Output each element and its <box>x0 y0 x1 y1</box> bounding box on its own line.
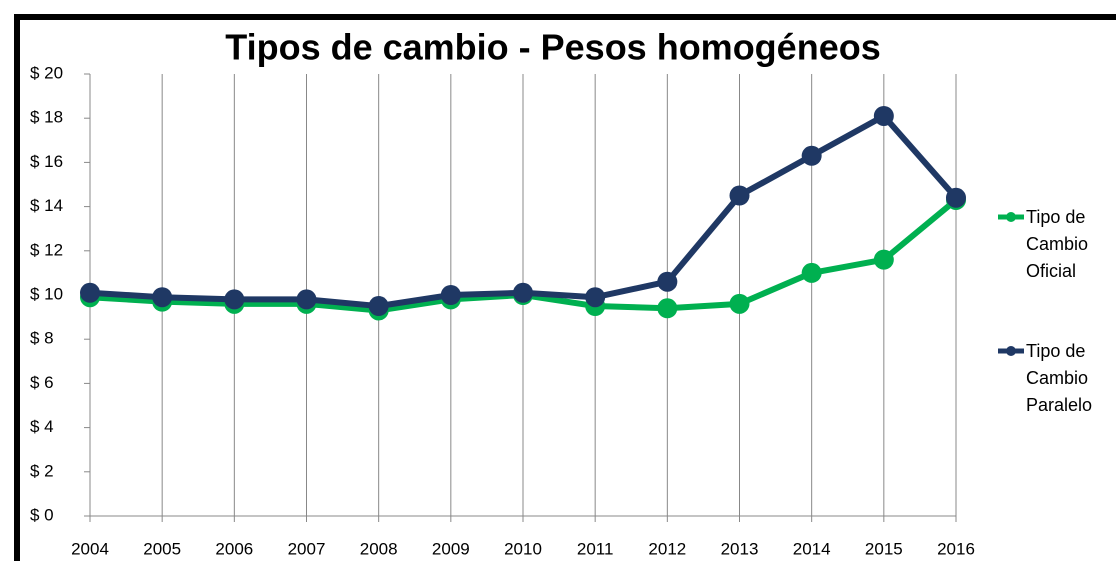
y-tick-label: $ 16 <box>30 152 63 171</box>
series-marker <box>801 145 822 166</box>
series-marker <box>729 293 750 314</box>
y-tick-label: $ 2 <box>30 461 54 480</box>
x-tick-label: 2008 <box>360 539 398 558</box>
legend-label: Tipo de Cambio Oficial <box>1026 207 1089 281</box>
series-marker <box>152 287 173 308</box>
x-tick-label: 2015 <box>865 539 903 558</box>
y-tick-label: $ 20 <box>30 63 63 82</box>
series-marker <box>80 282 100 303</box>
y-tick-label: $ 14 <box>30 196 63 215</box>
series-marker <box>513 282 533 303</box>
y-tick-label: $ 4 <box>30 417 54 436</box>
frame <box>14 14 1116 561</box>
x-tick-label: 2007 <box>288 539 326 558</box>
x-tick-label: 2010 <box>504 539 542 558</box>
y-tick-label: $ 12 <box>30 240 63 259</box>
x-tick-label: 2009 <box>432 539 470 558</box>
y-tick-label: $ 18 <box>30 108 63 127</box>
series-marker <box>368 296 389 317</box>
series-marker <box>729 185 750 206</box>
x-tick-label: 2012 <box>648 539 686 558</box>
series-marker <box>657 298 678 319</box>
series-marker <box>873 105 894 126</box>
y-tick-label: $ 10 <box>30 284 63 303</box>
series-marker <box>296 289 317 310</box>
series-marker <box>585 287 606 308</box>
x-tick-label: 2016 <box>937 539 975 558</box>
y-tick-label: $ 0 <box>30 505 54 524</box>
series-marker <box>657 271 678 292</box>
legend-label: Tipo de Cambio Paralelo <box>1026 341 1093 415</box>
series-marker <box>801 262 822 283</box>
series-marker <box>873 249 894 270</box>
legend-marker <box>1006 212 1016 222</box>
legend-entry: Tipo de Cambio Paralelo <box>1026 341 1093 415</box>
x-tick-label: 2004 <box>71 539 109 558</box>
x-tick-label: 2005 <box>143 539 181 558</box>
x-tick-label: 2006 <box>215 539 253 558</box>
x-tick-label: 2011 <box>577 539 614 558</box>
series-marker <box>440 285 461 305</box>
series-marker <box>224 289 245 310</box>
chart-title: Tipos de cambio - Pesos homogéneos <box>225 27 880 68</box>
y-tick-label: $ 6 <box>30 373 54 392</box>
x-tick-label: 2013 <box>721 539 759 558</box>
y-tick-label: $ 8 <box>30 329 54 348</box>
legend-marker <box>1006 346 1016 356</box>
legend-entry: Tipo de Cambio Oficial <box>1026 207 1089 281</box>
series-marker <box>946 187 966 208</box>
x-tick-label: 2014 <box>793 539 831 558</box>
